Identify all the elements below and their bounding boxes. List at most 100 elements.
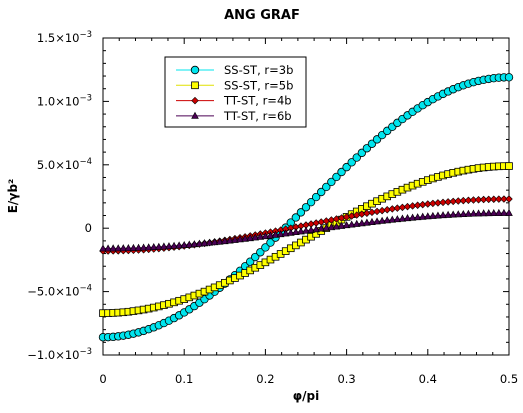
data-point [504,73,514,82]
y-tick-mantissa: −5.0×10 [27,285,79,299]
data-point [236,235,244,243]
data-point [505,195,513,203]
y-tick-exponent: −4 [79,157,92,167]
data-point [155,242,163,250]
data-point [144,243,153,251]
y-tick-label: −5.0×10−4 [27,284,92,299]
y-tick-mantissa: 1.5×10 [37,31,80,45]
data-point [505,162,513,170]
data-point [434,211,442,219]
legend-label: TT-ST, r=4b [223,94,292,108]
data-point [246,234,254,242]
data-point [296,208,306,217]
data-point [99,244,107,252]
y-tick-mantissa: −1.0×10 [27,348,79,362]
data-point [342,221,351,229]
legend-item: TT-ST, r=4b [176,94,292,108]
data-point [479,195,488,204]
data-point [332,172,341,182]
data-point [215,237,224,245]
data-point [429,211,437,219]
data-point [165,242,173,250]
y-tick-exponent: −3 [79,30,92,40]
x-tick-label: 0.3 [337,372,355,386]
data-point [347,220,356,228]
data-point [302,226,310,234]
data-point [226,236,234,244]
data-point [464,209,473,217]
data-point [190,240,199,248]
data-point [292,227,300,236]
data-point [439,211,447,219]
data-point [109,244,117,252]
data-point [119,244,128,252]
data-point [124,244,133,252]
data-point [281,229,290,237]
data-point [185,240,194,248]
data-point [383,216,392,224]
data-point [327,223,336,231]
y-tick-exponent: −3 [79,93,92,103]
data-point [423,212,432,220]
data-point [505,208,513,216]
legend-item: SS-ST, r=5b [176,78,293,92]
legend-label: TT-ST, r=6b [223,109,292,123]
data-point [444,210,452,218]
data-point [195,239,204,247]
data-point [352,153,361,162]
y-tick-label: 1.0×10−3 [37,93,92,108]
data-point [276,230,285,238]
data-point [205,238,214,246]
data-point [306,197,316,207]
data-point [484,209,493,217]
data-point [500,208,508,216]
data-point [256,232,265,240]
data-point [474,209,483,217]
data-point [418,212,427,220]
data-point [307,225,315,233]
data-point [291,213,301,222]
data-point [256,248,265,257]
legend-marker [191,96,199,105]
data-point [347,158,356,167]
data-point [241,234,249,242]
data-point [322,223,331,231]
data-point [160,242,168,250]
data-point [489,208,498,217]
x-tick-label: 0.2 [256,372,274,386]
data-point [378,216,386,224]
data-point [271,230,280,238]
data-point [180,240,189,248]
data-point [459,209,468,217]
y-tick-mantissa: 5.0×10 [37,158,80,172]
data-point [311,192,321,202]
data-point [245,257,255,266]
legend-box [164,56,307,128]
data-point [231,235,239,243]
legend-marker [190,65,200,75]
data-point [408,213,417,221]
data-point [495,195,503,203]
data-point [286,228,295,236]
data-point [373,217,381,225]
legend-label: SS-ST, r=3b [224,63,293,77]
data-point [358,219,366,227]
x-axis-label: φ/pi [293,389,319,403]
chart-title: ANG GRAF [224,8,300,23]
data-point [301,203,311,212]
data-point [129,243,138,251]
data-point [104,244,112,252]
legend-item: TT-ST, r=6b [176,109,292,123]
data-point [261,243,270,252]
x-tick-label: 0.1 [175,372,193,386]
data-point [175,241,183,249]
data-point [479,209,488,217]
data-point [474,196,483,204]
data-point [490,195,498,203]
data-point [342,162,351,172]
series-2 [99,162,513,317]
data-point [500,195,508,203]
y-tick-label: 0 [85,221,92,235]
